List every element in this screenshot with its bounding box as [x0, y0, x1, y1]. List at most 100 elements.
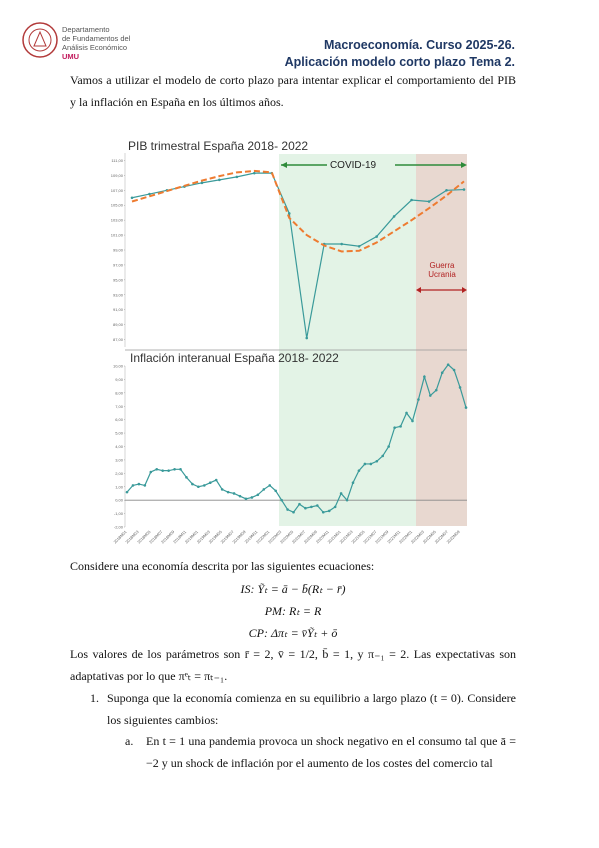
point — [143, 484, 147, 487]
y-tick-label: -2,00 — [114, 525, 124, 530]
y-tick-label: -1,00 — [114, 511, 124, 516]
point — [429, 394, 432, 397]
point — [232, 492, 236, 495]
y-tick-label: 9,00 — [115, 377, 124, 382]
point — [452, 368, 456, 372]
list-letter: a. — [125, 734, 134, 748]
point — [464, 406, 468, 409]
point — [387, 445, 390, 448]
chart-title: Inflación interanual España 2018- 2022 — [130, 351, 339, 365]
point — [256, 493, 260, 497]
list-text: En t = 1 una pandemia provoca un shock n… — [146, 734, 516, 770]
y-tick-label: 101,00 — [111, 233, 124, 238]
point — [411, 419, 414, 423]
y-tick-label: 99,00 — [113, 248, 124, 253]
point — [357, 469, 361, 472]
point — [292, 510, 295, 514]
point — [375, 459, 379, 463]
point — [203, 484, 206, 487]
y-tick-label: 95,00 — [113, 277, 124, 282]
point — [458, 386, 462, 389]
point — [333, 505, 337, 509]
equation: CP: Δπₜ = v̄Ỹₜ + ō — [248, 626, 338, 640]
point — [310, 505, 313, 509]
point — [149, 470, 153, 474]
point — [214, 478, 218, 482]
y-tick-label: 97,00 — [113, 262, 124, 267]
annotation: Guerra Ucrania — [428, 261, 456, 279]
point — [280, 498, 283, 502]
point — [392, 215, 396, 218]
dept-line: Análisis Económico — [62, 43, 128, 52]
equation: IS: Ỹₜ = ā − b̄(Rₜ − r̄) — [240, 582, 346, 596]
series-line — [131, 169, 465, 253]
point — [339, 492, 343, 495]
point — [327, 509, 331, 513]
y-tick-label: 4,00 — [115, 444, 124, 449]
y-tick-label: 103,00 — [111, 218, 124, 223]
y-tick-label: 105,00 — [111, 203, 124, 208]
paragraph: Considere una economía descrita por las … — [70, 559, 375, 573]
dept: Departamento de Fundamentos del Análisis E… — [62, 25, 130, 61]
list-number: 1. — [90, 691, 99, 705]
point — [244, 497, 248, 501]
war-shade — [416, 154, 467, 526]
point — [462, 188, 466, 191]
y-tick-label: 6,00 — [115, 417, 124, 422]
logo — [22, 22, 58, 58]
course: Macroeconomía. Curso 2025-26. — [323, 38, 515, 52]
point — [363, 462, 367, 466]
point — [191, 482, 194, 486]
y-tick-label: 89,00 — [113, 322, 124, 327]
point — [262, 488, 266, 491]
point — [393, 426, 396, 430]
point — [220, 488, 224, 491]
point — [173, 468, 176, 471]
point — [446, 363, 450, 366]
point — [130, 196, 134, 200]
y-tick-label: 87,00 — [113, 337, 124, 342]
point — [125, 490, 129, 494]
point — [357, 244, 361, 248]
point — [417, 398, 420, 401]
point — [381, 454, 385, 458]
point — [375, 235, 378, 238]
point — [253, 171, 256, 175]
point — [399, 425, 402, 428]
point — [137, 482, 141, 486]
y-tick-label: 5,00 — [115, 431, 124, 436]
point — [167, 469, 170, 472]
point — [298, 502, 301, 506]
point — [235, 175, 239, 179]
y-tick-label: 3,00 — [115, 457, 124, 462]
point — [345, 498, 349, 502]
point — [410, 198, 413, 202]
point — [208, 481, 212, 485]
point — [274, 489, 277, 493]
y-tick-label: 107,00 — [111, 188, 124, 193]
point — [131, 484, 135, 487]
point — [369, 462, 373, 466]
point — [200, 181, 204, 185]
y-tick-label: 111,00 — [111, 158, 123, 163]
equations: IS: Ỹₜ = ā − b̄(Rₜ − r̄) PM: Rₜ = R CP: Δπ… — [70, 578, 516, 644]
chart-title: PIB trimestral España 2018- 2022 — [128, 139, 308, 153]
chart: PIB trimestral España 2018- 2022 Inflaci… — [105, 138, 475, 558]
topic: Aplicación modelo corto plazo Tema 2. — [284, 55, 515, 69]
point — [179, 468, 182, 471]
point — [434, 388, 438, 392]
point — [185, 476, 188, 479]
point — [304, 506, 307, 510]
y-tick-label: 0,00 — [115, 498, 124, 503]
point — [445, 189, 448, 192]
y-tick-label: 7,00 — [115, 404, 124, 409]
point — [148, 192, 151, 196]
point — [268, 484, 272, 487]
point — [161, 469, 164, 472]
university: UMU — [62, 52, 80, 61]
y-tick-label: 8,00 — [115, 390, 124, 395]
dept-line: Departamento — [62, 25, 110, 34]
point — [218, 178, 221, 182]
point — [197, 485, 200, 489]
